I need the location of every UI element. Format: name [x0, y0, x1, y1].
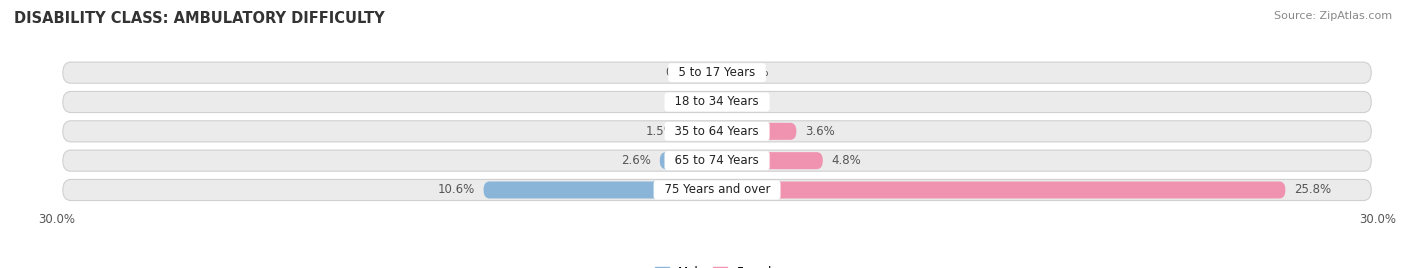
Text: 1.5%: 1.5%	[645, 125, 675, 138]
Text: 25.8%: 25.8%	[1294, 184, 1331, 196]
FancyBboxPatch shape	[63, 150, 1371, 171]
Text: 35 to 64 Years: 35 to 64 Years	[668, 125, 766, 138]
Text: 0.0%: 0.0%	[740, 95, 769, 109]
FancyBboxPatch shape	[685, 123, 717, 140]
FancyBboxPatch shape	[63, 121, 1371, 142]
Text: 3.6%: 3.6%	[806, 125, 835, 138]
Text: 75 Years and over: 75 Years and over	[657, 184, 778, 196]
Text: DISABILITY CLASS: AMBULATORY DIFFICULTY: DISABILITY CLASS: AMBULATORY DIFFICULTY	[14, 11, 385, 26]
FancyBboxPatch shape	[717, 94, 730, 110]
FancyBboxPatch shape	[717, 123, 796, 140]
FancyBboxPatch shape	[63, 179, 1371, 200]
Legend: Male, Female: Male, Female	[650, 262, 785, 268]
FancyBboxPatch shape	[704, 64, 717, 81]
FancyBboxPatch shape	[63, 62, 1371, 83]
Text: Source: ZipAtlas.com: Source: ZipAtlas.com	[1274, 11, 1392, 21]
Text: 4.8%: 4.8%	[831, 154, 862, 167]
Text: 5 to 17 Years: 5 to 17 Years	[671, 66, 763, 79]
FancyBboxPatch shape	[659, 152, 717, 169]
Text: 0.0%: 0.0%	[665, 66, 695, 79]
FancyBboxPatch shape	[717, 64, 730, 81]
FancyBboxPatch shape	[717, 152, 823, 169]
Text: 18 to 34 Years: 18 to 34 Years	[668, 95, 766, 109]
Text: 0.0%: 0.0%	[740, 66, 769, 79]
Text: 0.0%: 0.0%	[665, 95, 695, 109]
FancyBboxPatch shape	[717, 181, 1285, 199]
Text: 2.6%: 2.6%	[621, 154, 651, 167]
Text: 65 to 74 Years: 65 to 74 Years	[668, 154, 766, 167]
FancyBboxPatch shape	[484, 181, 717, 199]
FancyBboxPatch shape	[63, 91, 1371, 113]
FancyBboxPatch shape	[704, 94, 717, 110]
Text: 10.6%: 10.6%	[437, 184, 475, 196]
